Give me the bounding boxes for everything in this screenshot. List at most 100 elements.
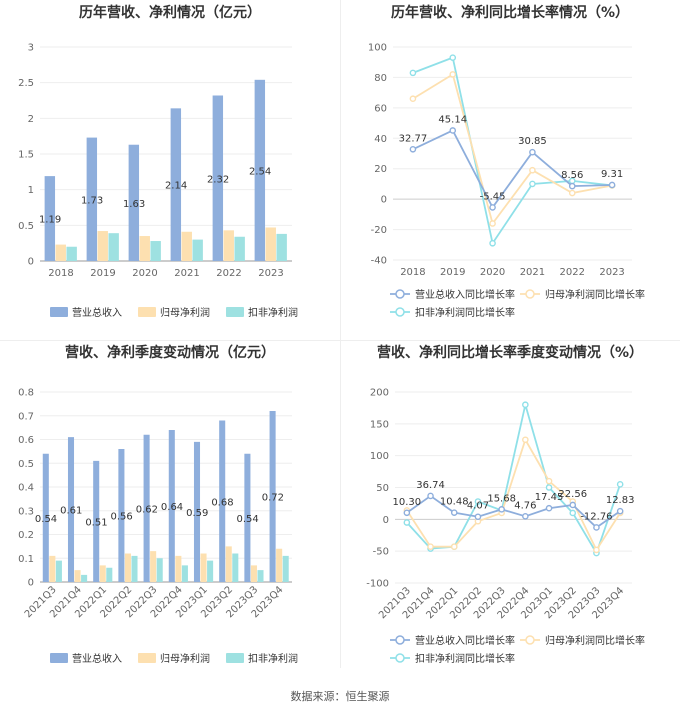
x-tick-label: 2019 [440, 267, 465, 278]
legend-swatch [138, 653, 156, 663]
quarterly-amount-chart: 营收、净利季度变动情况（亿元） 0 0.1 0.2 0.3 0.4 0.5 0.6 0.7 0.8… [18, 344, 298, 665]
bar-1 [74, 570, 81, 582]
data-point-0 [474, 513, 482, 521]
data-point-1 [450, 543, 458, 551]
data-point-2 [489, 239, 496, 247]
chart-title: 历年营收、净利情况（亿元） [79, 4, 261, 21]
data-point-2 [449, 54, 457, 61]
series-line-1 [412, 72, 613, 226]
legend-marker [395, 653, 405, 663]
data-label: 30.85 [518, 136, 547, 147]
legend-marker [525, 635, 535, 645]
bar-1 [139, 236, 150, 261]
data-label: 9.31 [601, 169, 623, 180]
data-label: 0.64 [161, 502, 183, 513]
data-point-0 [568, 182, 576, 190]
bar-1 [150, 551, 157, 582]
bar-2 [108, 233, 119, 261]
bar-1 [200, 553, 207, 582]
bar-2 [257, 570, 264, 582]
bar-2 [156, 558, 163, 582]
bar-0 [86, 137, 98, 261]
bar-0 [128, 144, 140, 261]
data-label: 17.45 [535, 492, 564, 503]
bar-0 [269, 411, 276, 582]
bar-2 [181, 565, 188, 582]
bar-1 [99, 565, 106, 582]
bar-0 [193, 441, 201, 582]
data-label: 2.14 [165, 181, 187, 192]
annual-amount-chart: 历年营收、净利情况（亿元） 0 0.5 1 1.5 2 2.5 3 2018 2019 2020 20… [18, 4, 298, 319]
bar-2 [234, 236, 245, 261]
legend-marker [525, 289, 535, 299]
bar-1 [175, 555, 182, 582]
chart-title: 营收、净利季度变动情况（亿元） [65, 344, 275, 361]
bar-0 [67, 437, 75, 582]
series-line-0 [406, 494, 621, 529]
y-tick-label: 3 [28, 43, 34, 54]
chart-title: 历年营收、净利同比增长率情况（%） [391, 4, 629, 21]
data-label: 12.83 [606, 495, 635, 506]
bar-1 [223, 230, 234, 261]
data-label: 1.63 [123, 199, 145, 210]
x-tick-label: 2022 [560, 267, 585, 278]
bar-0 [244, 453, 251, 582]
data-label: 0.62 [136, 504, 158, 515]
bar-1 [181, 231, 192, 261]
x-tick-label: 2022 [216, 268, 241, 279]
data-point-1 [522, 436, 529, 444]
bar-2 [55, 560, 62, 582]
data-label: 0.72 [262, 493, 284, 504]
data-label: 10.30 [393, 497, 422, 508]
y-tick-label: -50 [373, 547, 389, 558]
x-tick-label: 2021 [174, 268, 199, 279]
y-tick-label: 0.3 [18, 506, 34, 517]
y-tick-label: 0.6 [18, 435, 34, 446]
bar-1 [265, 227, 276, 261]
data-point-1 [489, 220, 496, 227]
data-label: -12.76 [580, 511, 612, 522]
series-line-1 [406, 437, 621, 552]
data-label: 4.76 [514, 500, 536, 511]
data-point-0 [409, 145, 417, 153]
legend-label: 营业总收入 [72, 306, 122, 319]
bar-0 [168, 430, 175, 582]
legend-swatch [50, 307, 68, 317]
bar-1 [49, 555, 56, 582]
data-label: 10.48 [440, 497, 469, 508]
annual-growth-chart: 历年营收、净利同比增长率情况（%） -40 -20 0 20 40 60 80 100 2018 2… [368, 4, 645, 319]
series-line-0 [412, 129, 613, 210]
data-point-1 [593, 546, 600, 554]
data-point-1 [545, 477, 553, 485]
data-point-0 [569, 501, 577, 509]
data-label: 36.74 [416, 480, 445, 491]
data-label: 0.54 [237, 514, 259, 525]
legend-label: 归母净利润同比增长率 [545, 634, 645, 647]
bar-2 [81, 574, 88, 582]
data-point-0 [616, 507, 624, 515]
bar-1 [250, 565, 257, 582]
y-tick-label: 40 [374, 134, 387, 145]
y-tick-label: 20 [374, 164, 387, 175]
x-tick-label: 2023 [258, 268, 283, 279]
horizontal-divider [0, 340, 680, 341]
y-tick-label: 0.4 [18, 483, 34, 494]
bar-2 [276, 233, 287, 261]
y-tick-label: 0.1 [18, 554, 34, 565]
data-point-2 [522, 401, 529, 409]
legend-label: 扣非净利润同比增长率 [415, 652, 515, 665]
bar-0 [93, 460, 100, 582]
data-label: 0.61 [60, 506, 82, 517]
data-label: 2.32 [207, 174, 229, 185]
y-tick-label: 0 [28, 578, 34, 589]
legend-swatch [50, 653, 68, 663]
data-point-0 [489, 204, 496, 211]
data-label: -5.45 [480, 191, 506, 202]
bar-0 [212, 95, 224, 261]
data-label: 32.77 [399, 133, 428, 144]
data-point-1 [449, 71, 457, 78]
data-point-2 [403, 519, 411, 526]
data-label: 4.07 [467, 501, 489, 512]
y-tick-label: 150 [370, 419, 389, 430]
bar-0 [254, 79, 266, 262]
